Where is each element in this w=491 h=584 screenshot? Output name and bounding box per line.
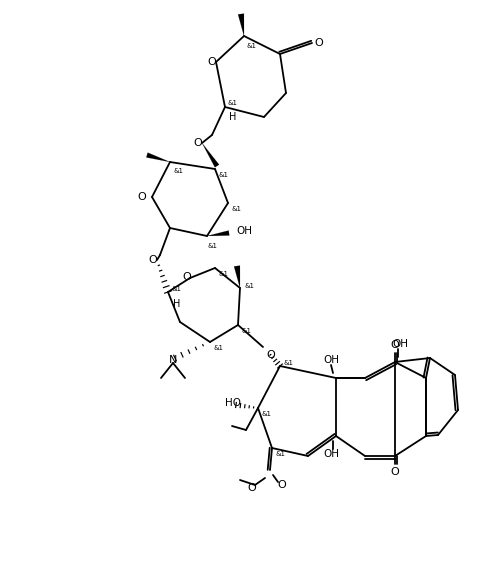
Text: O: O [149, 255, 158, 265]
Text: H: H [229, 112, 237, 122]
Text: &1: &1 [214, 345, 224, 351]
Text: HO: HO [225, 398, 241, 408]
Text: &1: &1 [242, 328, 252, 334]
Text: H: H [173, 299, 181, 309]
Polygon shape [146, 152, 170, 162]
Text: O: O [183, 272, 191, 282]
Text: O: O [247, 483, 256, 493]
Text: &1: &1 [262, 411, 272, 417]
Text: &1: &1 [276, 451, 286, 457]
Text: &1: &1 [174, 168, 184, 174]
Text: O: O [193, 138, 202, 148]
Text: O: O [391, 340, 399, 350]
Text: O: O [137, 192, 146, 202]
Text: O: O [208, 57, 217, 67]
Polygon shape [202, 143, 219, 168]
Text: &1: &1 [219, 172, 229, 178]
Text: &1: &1 [172, 286, 182, 292]
Text: OH: OH [323, 449, 339, 459]
Text: O: O [267, 350, 275, 360]
Polygon shape [238, 13, 244, 36]
Text: &1: &1 [284, 360, 294, 366]
Text: N: N [169, 355, 177, 365]
Text: &1: &1 [208, 243, 218, 249]
Text: OH: OH [323, 355, 339, 365]
Text: O: O [277, 480, 286, 490]
Polygon shape [207, 231, 229, 236]
Text: &1: &1 [219, 271, 229, 277]
Text: &1: &1 [228, 100, 238, 106]
Text: OH: OH [392, 339, 408, 349]
Text: &1: &1 [245, 283, 255, 289]
Polygon shape [234, 266, 240, 288]
Text: OH: OH [236, 226, 252, 236]
Text: O: O [315, 38, 324, 48]
Text: O: O [391, 467, 399, 477]
Text: &1: &1 [232, 206, 242, 212]
Text: &1: &1 [247, 43, 257, 49]
